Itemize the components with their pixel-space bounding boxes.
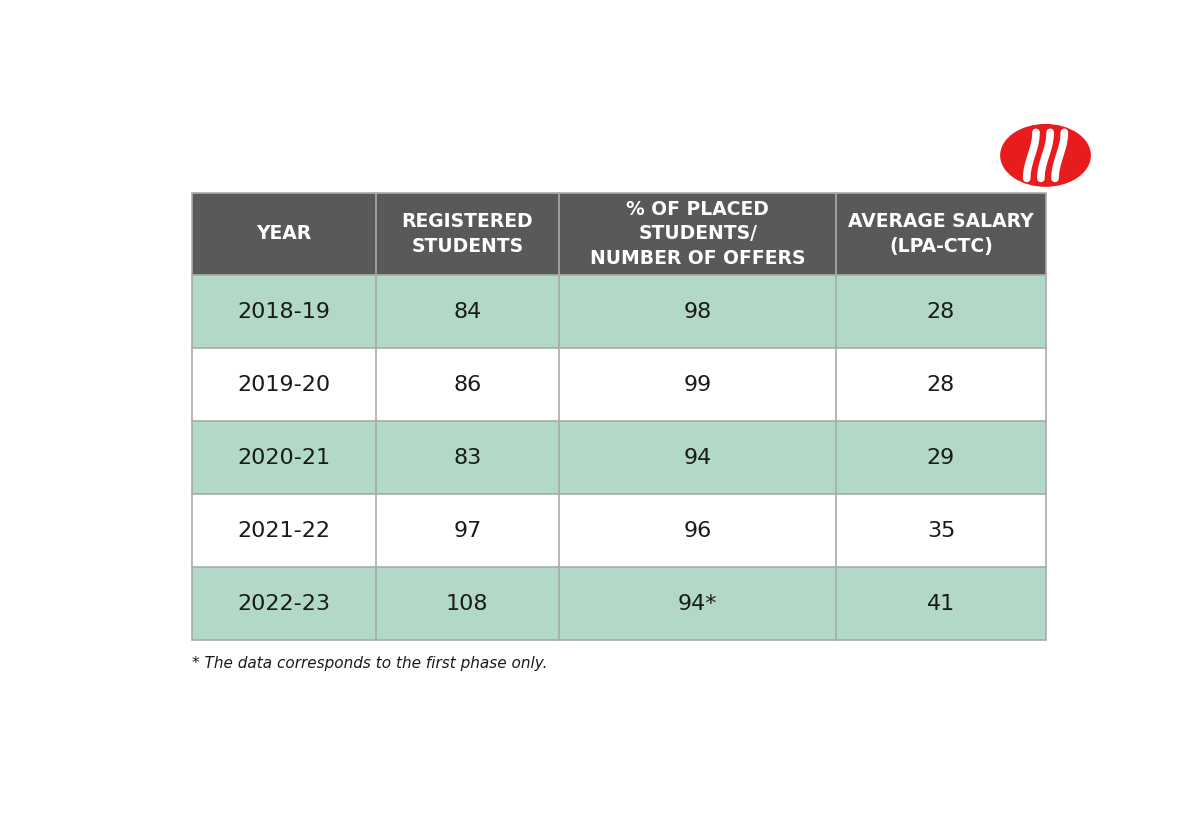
Text: 2018-19: 2018-19 <box>238 302 330 322</box>
Text: 108: 108 <box>446 594 489 614</box>
Text: * The data corresponds to the first phase only.: * The data corresponds to the first phas… <box>192 656 548 671</box>
Text: 2021-22: 2021-22 <box>238 521 330 541</box>
Text: 28: 28 <box>927 302 955 322</box>
Text: AVERAGE SALARY
(LPA-CTC): AVERAGE SALARY (LPA-CTC) <box>848 212 1034 256</box>
Text: % OF PLACED
STUDENTS/
NUMBER OF OFFERS: % OF PLACED STUDENTS/ NUMBER OF OFFERS <box>590 200 806 268</box>
Text: 99: 99 <box>683 375 712 395</box>
Text: 29: 29 <box>927 448 955 468</box>
Text: 2019-20: 2019-20 <box>238 375 330 395</box>
Text: 35: 35 <box>927 521 955 541</box>
Text: 2022-23: 2022-23 <box>238 594 330 614</box>
Circle shape <box>1000 125 1091 186</box>
Text: 2020-21: 2020-21 <box>238 448 330 468</box>
Text: 84: 84 <box>453 302 482 322</box>
Text: 94*: 94* <box>679 594 717 614</box>
Text: REGISTERED
STUDENTS: REGISTERED STUDENTS <box>401 212 533 256</box>
Text: 94: 94 <box>683 448 712 468</box>
Text: 98: 98 <box>683 302 712 322</box>
Text: 28: 28 <box>927 375 955 395</box>
Text: 41: 41 <box>927 594 955 614</box>
Text: 86: 86 <box>453 375 482 395</box>
Text: 83: 83 <box>453 448 482 468</box>
Text: 96: 96 <box>683 521 712 541</box>
Text: YEAR: YEAR <box>256 224 311 243</box>
Text: 97: 97 <box>453 521 482 541</box>
